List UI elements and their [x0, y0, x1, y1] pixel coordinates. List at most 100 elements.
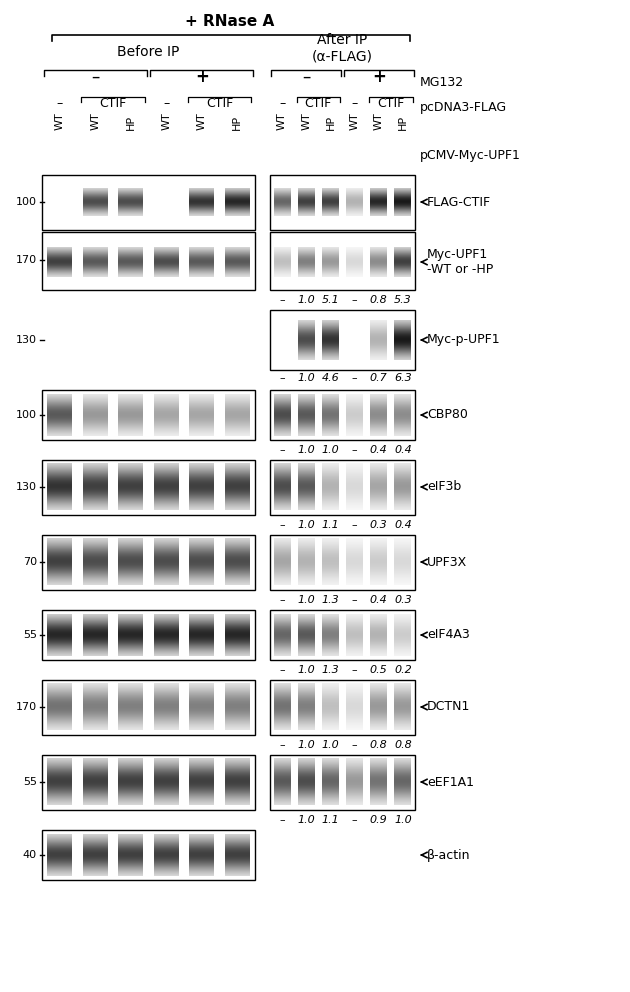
Bar	[154, 408, 179, 409]
Bar	[190, 779, 214, 780]
Bar	[273, 768, 290, 769]
Bar	[154, 557, 179, 558]
Bar	[225, 797, 249, 798]
Bar	[394, 346, 411, 347]
Bar	[154, 784, 179, 785]
Bar	[298, 777, 315, 778]
Bar	[322, 497, 339, 498]
Bar	[190, 485, 214, 486]
Bar	[273, 554, 290, 555]
Bar	[370, 538, 387, 539]
Bar	[225, 420, 249, 421]
Bar	[298, 191, 315, 192]
Bar	[118, 697, 143, 698]
Bar	[394, 803, 411, 804]
Bar	[298, 697, 315, 698]
Bar	[83, 420, 108, 421]
Bar	[118, 477, 143, 478]
Bar	[298, 422, 315, 423]
Bar	[83, 558, 108, 559]
Bar	[346, 645, 363, 646]
Bar	[225, 799, 249, 800]
Bar	[394, 563, 411, 564]
Text: pcDNA3-FLAG: pcDNA3-FLAG	[420, 100, 507, 113]
Bar	[154, 466, 179, 467]
Bar	[273, 202, 290, 203]
Bar	[118, 490, 143, 491]
Bar	[273, 766, 290, 767]
Bar	[118, 507, 143, 508]
Bar	[118, 786, 143, 787]
Bar	[47, 795, 72, 796]
Bar	[83, 871, 108, 872]
Bar	[370, 207, 387, 208]
Bar	[346, 422, 363, 423]
Bar	[370, 467, 387, 468]
Bar	[83, 869, 108, 870]
Bar	[370, 248, 387, 249]
Bar	[118, 649, 143, 650]
Bar	[154, 707, 179, 708]
Bar	[298, 266, 315, 267]
Bar	[370, 578, 387, 579]
Bar	[83, 467, 108, 468]
Bar	[394, 569, 411, 570]
Bar	[322, 614, 339, 615]
Bar	[190, 471, 214, 472]
Bar	[322, 415, 339, 416]
Bar	[273, 772, 290, 773]
Bar	[154, 710, 179, 711]
Bar	[154, 645, 179, 646]
Bar	[370, 425, 387, 426]
Bar	[370, 714, 387, 715]
Bar	[225, 649, 249, 650]
Bar	[394, 358, 411, 359]
Bar	[225, 712, 249, 713]
Bar	[346, 488, 363, 489]
Bar	[298, 569, 315, 570]
Bar	[225, 653, 249, 654]
Bar	[190, 857, 214, 858]
Bar	[47, 541, 72, 542]
Bar	[273, 205, 290, 206]
Bar	[394, 634, 411, 635]
Bar	[47, 568, 72, 569]
Bar	[225, 211, 249, 212]
Text: 1.0: 1.0	[297, 373, 315, 383]
Bar	[47, 399, 72, 400]
Bar	[190, 760, 214, 761]
Bar	[346, 423, 363, 424]
Bar	[298, 641, 315, 642]
Bar	[47, 713, 72, 714]
Bar	[394, 194, 411, 195]
Text: CTIF: CTIF	[100, 97, 127, 110]
Bar	[298, 335, 315, 336]
Bar	[273, 249, 290, 250]
Bar	[154, 776, 179, 777]
Bar	[273, 580, 290, 581]
Bar	[47, 477, 72, 478]
Bar	[83, 401, 108, 402]
Bar	[394, 328, 411, 329]
Bar	[370, 728, 387, 729]
Bar	[346, 614, 363, 615]
Bar	[118, 835, 143, 836]
Bar	[273, 485, 290, 486]
Bar	[225, 704, 249, 705]
Bar	[273, 561, 290, 562]
Bar	[322, 276, 339, 277]
Bar	[225, 834, 249, 835]
Bar	[298, 258, 315, 259]
Bar	[394, 584, 411, 585]
Bar	[47, 463, 72, 464]
Bar	[225, 486, 249, 487]
Bar	[298, 630, 315, 631]
Bar	[322, 202, 339, 203]
Bar	[83, 584, 108, 585]
Bar	[47, 722, 72, 723]
Bar	[225, 261, 249, 262]
Bar	[346, 633, 363, 634]
Bar	[47, 850, 72, 851]
Bar	[83, 249, 108, 250]
Bar	[394, 562, 411, 563]
